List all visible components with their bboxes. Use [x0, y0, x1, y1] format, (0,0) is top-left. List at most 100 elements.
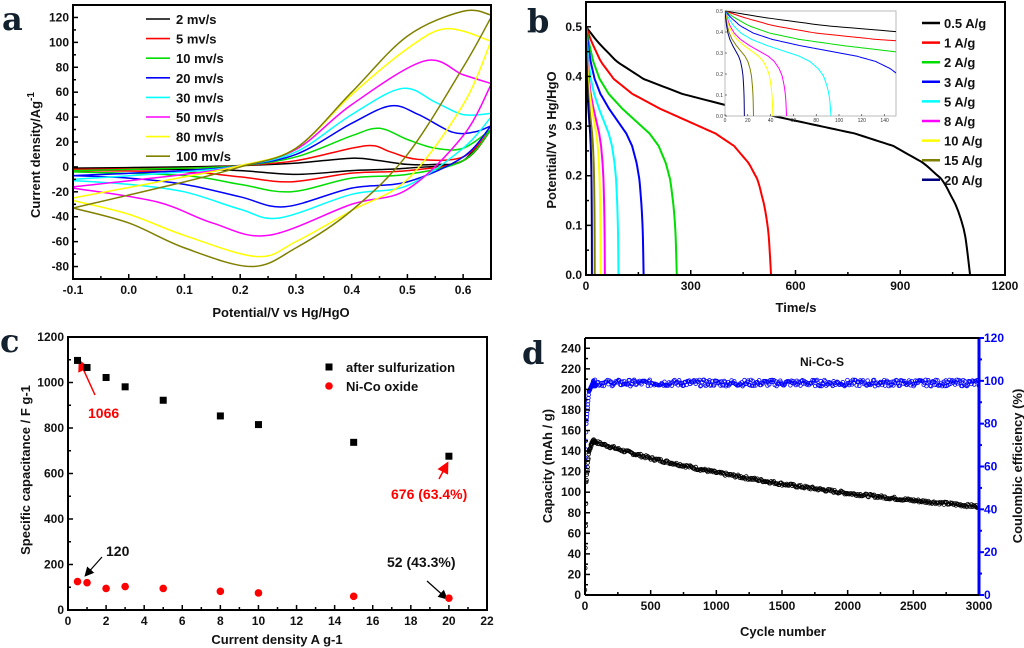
annotation-120: 120	[106, 543, 130, 559]
efficiency-point	[942, 383, 948, 389]
efficiency-point	[751, 383, 756, 388]
panel-c-ytick-label: 1200	[37, 330, 64, 344]
cv-curve-forward-3	[73, 104, 491, 177]
panel-d-title: Ni-Co-S	[800, 355, 844, 369]
legend-label-b-7: 15 A/g	[944, 153, 983, 168]
panel-d-points	[585, 377, 979, 593]
efficiency-point	[817, 383, 823, 389]
panel-a-xlabel: Potential/V vs Hg/HgO	[212, 305, 349, 320]
panel-d-ytick-right-label: 120	[984, 331, 1004, 345]
efficiency-point	[902, 378, 907, 384]
efficiency-point	[756, 378, 762, 383]
efficiency-point	[764, 379, 769, 384]
panel-c-ytick-label: 800	[44, 421, 64, 435]
efficiency-point	[952, 382, 958, 387]
capacity-point	[740, 475, 745, 481]
data-point-sulfurized	[445, 452, 453, 460]
panel-d-xtick-label: 0	[582, 599, 589, 613]
panel-d-ytick-label: 240	[561, 341, 581, 355]
legend-label-b-1: 1 A/g	[944, 36, 975, 51]
panel-d-ytick-label: 160	[561, 424, 581, 438]
gcd-curve-0	[586, 26, 972, 275]
inset-curve-4	[725, 11, 832, 116]
efficiency-point	[834, 380, 839, 385]
efficiency-point	[814, 377, 820, 383]
panel-d-ytick-label: 180	[561, 403, 581, 417]
panel-c-xtick-label: 12	[290, 614, 304, 628]
panel-b-inset-xtick-label: 140	[880, 118, 889, 124]
legend-label-1: 5 mv/s	[176, 32, 216, 47]
legend-label-3: 20 mv/s	[176, 71, 224, 86]
efficiency-point	[774, 383, 779, 389]
annotation-arrow-120	[84, 556, 103, 577]
legend-label-7: 100 mv/s	[176, 149, 231, 164]
efficiency-point	[645, 383, 651, 389]
panel-b-curves	[586, 26, 972, 275]
panel-c-xtick-label: 22	[480, 614, 494, 628]
panel-c-ytick-label: 400	[44, 512, 64, 526]
data-point-oxide	[159, 584, 168, 593]
annotation-arrow-52	[426, 580, 448, 600]
inset-curve-1	[725, 11, 896, 42]
cv-curve-reverse-7	[73, 17, 491, 268]
panel-b-ylabel: Potential/V vs Hg/HgO	[544, 71, 559, 208]
panel-a-xtick-label: 0.5	[399, 283, 416, 297]
panel-d-ytick-right-label: 60	[984, 460, 998, 474]
legend-label-5: 50 mv/s	[176, 110, 224, 125]
efficiency-point	[663, 382, 668, 388]
panel-d-ylabel: Capacity (mAh / g)	[540, 409, 555, 523]
panel-c-xtick-label: 10	[252, 614, 266, 628]
inset-curve-6	[725, 11, 774, 116]
panel-b-xtick-label: 900	[890, 279, 910, 293]
panel-c-xtick-label: 8	[217, 614, 224, 628]
panel-d-ylabel-right: Coulombic efficiency (%)	[1010, 389, 1024, 544]
data-point-sulfurized	[121, 383, 129, 391]
capacity-point	[843, 490, 848, 496]
efficiency-point	[745, 378, 751, 383]
panel-d-ytick-right-label: 80	[984, 417, 998, 431]
efficiency-point	[816, 383, 822, 388]
panel-d-ytick-label: 60	[568, 526, 582, 540]
panel-a-ytick-label: 60	[56, 85, 70, 99]
cv-curve-reverse-4	[73, 116, 491, 220]
panel-c-xtick-label: 14	[328, 614, 342, 628]
annotation-arrow-1066	[78, 359, 96, 396]
capacity-point	[670, 462, 675, 467]
legend-marker-c-1	[325, 382, 333, 390]
efficiency-point	[878, 379, 883, 385]
cv-curve-forward-7	[73, 9, 491, 209]
legend-label-4: 30 mv/s	[176, 90, 224, 105]
panel-b-inset-ytick-label: 0.3	[716, 51, 723, 57]
panel-a-xtick-label: 0.6	[455, 283, 472, 297]
panel-b-inset-xtick-label: 20	[745, 118, 751, 124]
panel-d-xtick-label: 1000	[703, 599, 730, 613]
panel-b-inset-xtick-label: 0	[724, 118, 727, 124]
inset-curves	[725, 11, 896, 116]
panel-d-xtick-label: 2000	[834, 599, 861, 613]
panel-a-ytick-label: -80	[52, 260, 70, 274]
panel-a-ytick-label: 120	[49, 10, 69, 24]
panel-b-inset-xtick-label: 80	[813, 118, 819, 124]
efficiency-point	[707, 378, 712, 383]
efficiency-point	[732, 379, 737, 384]
efficiency-point	[676, 378, 682, 383]
efficiency-point	[796, 379, 801, 384]
capacity-point	[680, 464, 686, 469]
capacity-point	[615, 446, 620, 452]
efficiency-point	[965, 382, 971, 388]
data-point-oxide	[102, 584, 110, 593]
panel-d-ytick-right-label: 40	[984, 502, 998, 516]
efficiency-point	[763, 378, 768, 384]
efficiency-point	[722, 378, 727, 384]
data-point-sulfurized	[74, 356, 82, 364]
panel-c-xtick-label: 4	[141, 614, 148, 628]
annotation-676: 676 (63.4%)	[391, 486, 467, 502]
panel-a-ytick-label: -20	[52, 185, 70, 199]
panel-b-inset-xtick-label: 60	[791, 118, 797, 124]
panel-b-inset-ytick-label: 0.4	[716, 30, 723, 36]
panel-d-ytick-label: 0	[574, 588, 581, 602]
data-point-oxide	[254, 589, 263, 597]
panel-d-ytick-label: 140	[561, 444, 581, 458]
panel-b-ytick-label: 0.5	[565, 20, 582, 34]
data-point-oxide	[445, 594, 453, 602]
